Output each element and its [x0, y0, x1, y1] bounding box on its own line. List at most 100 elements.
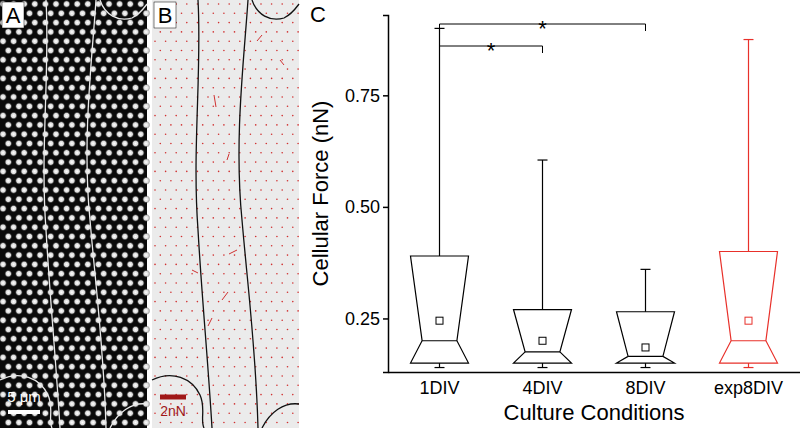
pillar — [62, 353, 70, 361]
vector-dot — [181, 87, 183, 89]
vector-dot — [234, 31, 236, 33]
pillar — [52, 242, 60, 250]
pillar — [78, 363, 86, 371]
pillar — [94, 93, 102, 101]
vector-dot — [266, 180, 268, 182]
vector-dot — [228, 338, 230, 340]
pillar — [84, 260, 92, 268]
vector-dot — [223, 199, 225, 201]
pillar — [20, 279, 28, 287]
pillar — [126, 93, 134, 101]
vector-dot — [181, 13, 183, 15]
y-tick: 0.75 — [345, 86, 388, 106]
vector-dot — [191, 199, 193, 201]
vector-dot — [154, 394, 156, 396]
pillar — [110, 84, 118, 92]
vector-dot — [239, 264, 241, 266]
pillar — [84, 18, 92, 26]
vector-dot — [292, 245, 294, 247]
pillar — [57, 65, 65, 73]
pillar — [78, 288, 86, 296]
vector-dot — [202, 87, 204, 89]
vector-dot — [281, 412, 283, 414]
pillar — [47, 28, 55, 36]
vector-dot — [228, 245, 230, 247]
vector-dot — [260, 394, 262, 396]
pillar — [105, 111, 113, 119]
y-axis: 0.250.500.75 — [345, 16, 389, 373]
vector-dot — [186, 282, 188, 284]
box — [514, 160, 572, 368]
pillar — [31, 260, 39, 268]
pillar — [137, 149, 145, 157]
pillar — [115, 335, 123, 343]
vector-dot — [250, 78, 252, 80]
vector-dot — [191, 13, 193, 15]
pillar — [52, 390, 60, 398]
vector-arrow — [227, 154, 229, 160]
vector-dot — [223, 236, 225, 238]
pillar — [9, 167, 17, 175]
vector-dot — [191, 50, 193, 52]
pillar — [126, 130, 134, 138]
pillar — [105, 56, 113, 64]
pillar — [36, 344, 44, 352]
vector-dot — [160, 180, 162, 182]
pillar — [57, 307, 65, 315]
pillar — [9, 279, 17, 287]
pillar — [126, 297, 134, 305]
pillar — [62, 0, 70, 8]
vector-dot — [239, 375, 241, 377]
vector-dot — [218, 245, 220, 247]
pillar — [78, 251, 86, 259]
vector-dot — [223, 292, 225, 294]
vector-dot — [181, 385, 183, 387]
pillar — [84, 279, 92, 287]
x-axis-title: Culture Conditions — [504, 400, 685, 425]
pillar — [121, 251, 129, 259]
vector-dot — [250, 133, 252, 135]
pillar — [62, 149, 70, 157]
vector-dot — [260, 22, 262, 24]
vector-dot — [154, 152, 156, 154]
pillar — [0, 167, 7, 175]
pillar — [68, 139, 76, 147]
panel-label-box — [2, 2, 24, 28]
pillar — [0, 260, 7, 268]
pillar — [68, 325, 76, 333]
pillar — [36, 139, 44, 147]
vector-dot — [244, 161, 246, 163]
pillar — [15, 84, 23, 92]
vector-dot — [297, 236, 299, 238]
pillar — [131, 195, 139, 203]
vector-dot — [266, 292, 268, 294]
vector-dot — [234, 87, 236, 89]
vector-dot — [250, 40, 252, 42]
vector-dot — [281, 22, 283, 24]
vector-dot — [297, 106, 299, 108]
vector-dot — [218, 22, 220, 24]
pillar — [89, 46, 97, 54]
pillar — [78, 325, 86, 333]
pillar — [115, 0, 123, 8]
vector-dot — [165, 189, 167, 191]
pillar — [15, 214, 23, 222]
vector-dot — [297, 292, 299, 294]
pillar — [36, 363, 44, 371]
vector-dot — [287, 366, 289, 368]
pillar — [121, 195, 129, 203]
vector-dot — [191, 422, 193, 424]
vector-dot — [170, 273, 172, 275]
vector-dot — [234, 422, 236, 424]
vector-dot — [218, 394, 220, 396]
pillar — [78, 195, 86, 203]
pillar — [31, 316, 39, 324]
pillar — [126, 279, 134, 287]
vector-dot — [234, 217, 236, 219]
pillar — [36, 325, 44, 333]
pillar — [68, 232, 76, 240]
vector-dot — [276, 13, 278, 15]
pillar — [94, 149, 102, 157]
pillar — [15, 363, 23, 371]
pillar — [142, 177, 150, 185]
